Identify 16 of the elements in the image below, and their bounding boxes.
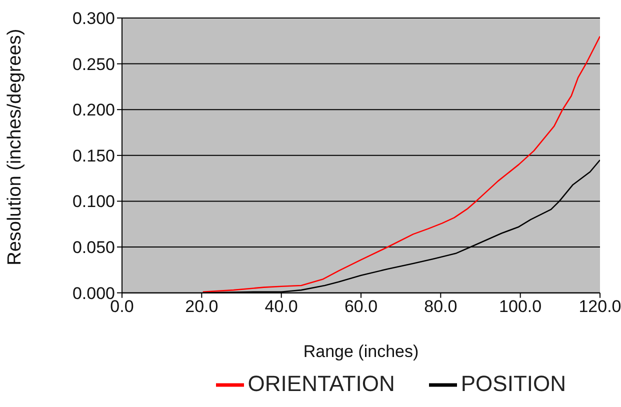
legend-label: ORIENTATION	[248, 370, 395, 396]
y-tick-label: 0.150	[72, 146, 115, 166]
y-axis-title: Resolution (inches/degrees)	[4, 28, 26, 266]
x-tick-label: 40.0	[264, 296, 298, 316]
y-tick-label: 0.300	[72, 9, 115, 28]
x-tick-label: 120.0	[578, 296, 621, 316]
x-tick-label: 100.0	[499, 296, 542, 316]
legend-label: POSITION	[460, 370, 566, 396]
x-tick-label: 20.0	[185, 296, 218, 316]
y-tick-label: 0.250	[72, 54, 115, 74]
x-axis-title: Range (inches)	[303, 342, 419, 361]
y-tick-label: 0.050	[72, 238, 115, 258]
y-tick-label: 0.100	[72, 192, 115, 212]
x-tick-label: 60.0	[344, 296, 378, 316]
x-tick-label: 80.0	[424, 296, 458, 316]
y-tick-label: 0.200	[72, 100, 115, 120]
